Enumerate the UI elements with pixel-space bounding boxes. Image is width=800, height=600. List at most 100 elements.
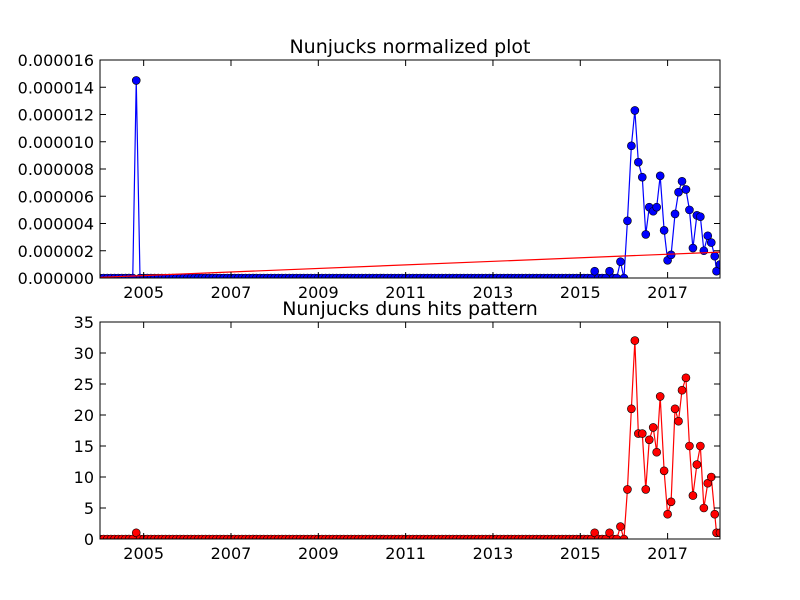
- top-data-point: [616, 257, 625, 266]
- top-chart: Nunjucks normalized plot 2005 2007 2009 201…: [18, 36, 721, 302]
- top-data-point: [696, 212, 705, 221]
- bottom-chart-series: [100, 336, 720, 539]
- bottom-chart-frame: [99, 321, 721, 540]
- top-y-tick-label: 0.000016: [18, 51, 94, 70]
- top-y-tick-label: 0.000008: [18, 160, 94, 179]
- top-x-tick-label: 2009: [298, 283, 339, 302]
- top-data-point: [131, 76, 141, 85]
- top-x-tick-label: 2017: [647, 283, 688, 302]
- top-data-point: [655, 171, 665, 181]
- bottom-y-tick-label: 5: [84, 499, 94, 518]
- top-data-point: [637, 172, 647, 182]
- bottom-x-tick-label: 2005: [123, 544, 164, 563]
- bottom-data-point: [131, 528, 141, 538]
- bottom-y-tick-label: 15: [74, 437, 94, 456]
- top-data-point: [641, 230, 651, 239]
- bottom-series-line: [100, 340, 720, 539]
- top-data-point: [666, 250, 676, 260]
- bottom-y-tick-label: 35: [74, 313, 94, 332]
- top-chart-ticks: 2005 2007 2009 2011 2013 2015 2017 0.000000 0.00…: [18, 51, 720, 302]
- bottom-data-point: [623, 485, 632, 494]
- top-y-tick-label: 0.000014: [18, 78, 94, 97]
- bottom-data-point: [641, 485, 651, 494]
- bottom-data-point: [644, 435, 654, 445]
- top-series-line: [100, 80, 720, 278]
- bottom-data-point: [612, 534, 621, 539]
- top-data-point: [630, 106, 640, 115]
- top-y-tick-label: 0.000006: [18, 187, 94, 206]
- top-data-point: [677, 176, 687, 186]
- top-data-point: [703, 231, 713, 241]
- bottom-data-point: [616, 522, 625, 531]
- bottom-y-tick-label: 25: [74, 375, 94, 394]
- top-data-point: [674, 187, 683, 197]
- top-data-point: [688, 243, 698, 253]
- bottom-x-tick-label: 2009: [298, 544, 339, 563]
- top-y-tick-label: 0.000004: [18, 215, 94, 234]
- bottom-data-point: [674, 416, 683, 426]
- top-data-point: [612, 273, 621, 278]
- top-data-point: [652, 202, 661, 212]
- bottom-y-tick-label: 30: [74, 344, 94, 363]
- top-x-tick-label: 2007: [211, 283, 252, 302]
- top-data-point: [627, 141, 636, 151]
- top-chart-frame: [99, 59, 721, 279]
- top-x-tick-label: 2015: [560, 283, 601, 302]
- bottom-data-point: [681, 373, 691, 383]
- top-data-point: [659, 226, 669, 235]
- bottom-x-tick-label: 2017: [647, 544, 688, 563]
- bottom-data-point: [692, 460, 702, 469]
- top-data-point: [685, 205, 694, 215]
- bottom-data-point: [652, 447, 661, 457]
- top-data-point: [619, 273, 629, 278]
- top-data-point: [710, 251, 720, 261]
- bottom-y-tick-label: 0: [84, 530, 94, 549]
- bottom-data-point: [590, 528, 599, 538]
- top-data-point: [712, 266, 720, 276]
- bottom-data-point: [666, 497, 676, 507]
- top-data-point: [715, 260, 720, 269]
- bottom-data-point: [663, 509, 672, 519]
- bottom-data-point: [637, 429, 647, 438]
- top-data-point: [605, 266, 614, 276]
- top-y-tick-label: 0.000012: [18, 106, 94, 125]
- top-chart-series: [100, 76, 720, 278]
- top-y-tick-label: 0.000010: [18, 133, 94, 152]
- bottom-data-point: [670, 404, 680, 414]
- bottom-data-point: [630, 336, 640, 345]
- top-data-point: [623, 216, 632, 226]
- bottom-data-point: [648, 423, 658, 432]
- bottom-data-point: [715, 528, 720, 538]
- top-data-point: [634, 157, 643, 167]
- bottom-data-point: [655, 392, 665, 401]
- top-data-point: [706, 238, 716, 247]
- bottom-data-point: [685, 441, 694, 451]
- top-x-tick-label: 2013: [473, 283, 514, 302]
- top-data-point: [590, 266, 599, 276]
- bottom-chart-title: Nunjucks duns hits pattern: [282, 298, 538, 320]
- bottom-data-point: [688, 491, 698, 500]
- top-trend-line: [100, 251, 720, 278]
- top-data-point: [681, 185, 691, 194]
- bottom-data-point: [710, 509, 720, 519]
- bottom-data-point: [696, 441, 705, 451]
- top-data-point: [670, 209, 680, 219]
- top-y-tick-label: 0.000002: [18, 242, 94, 261]
- bottom-x-tick-label: 2015: [560, 544, 601, 563]
- top-x-tick-label: 2005: [123, 283, 164, 302]
- bottom-data-point: [627, 404, 636, 414]
- bottom-data-point: [619, 534, 629, 539]
- top-data-point: [699, 246, 709, 256]
- bottom-y-tick-label: 20: [74, 406, 94, 425]
- bottom-data-point: [699, 503, 709, 513]
- top-y-tick-label: 0.000000: [18, 269, 94, 288]
- bottom-data-point: [677, 385, 687, 395]
- top-chart-title: Nunjucks normalized plot: [289, 36, 530, 58]
- bottom-data-point: [659, 466, 669, 476]
- top-x-tick-label: 2011: [385, 283, 426, 302]
- bottom-chart-ticks: 2005 2007 2009 2011 2013 2015 2017 0 5 10 15 20 25 30…: [74, 313, 720, 563]
- bottom-y-tick-label: 10: [74, 468, 94, 487]
- bottom-x-tick-label: 2011: [385, 544, 426, 563]
- bottom-x-tick-label: 2007: [211, 544, 252, 563]
